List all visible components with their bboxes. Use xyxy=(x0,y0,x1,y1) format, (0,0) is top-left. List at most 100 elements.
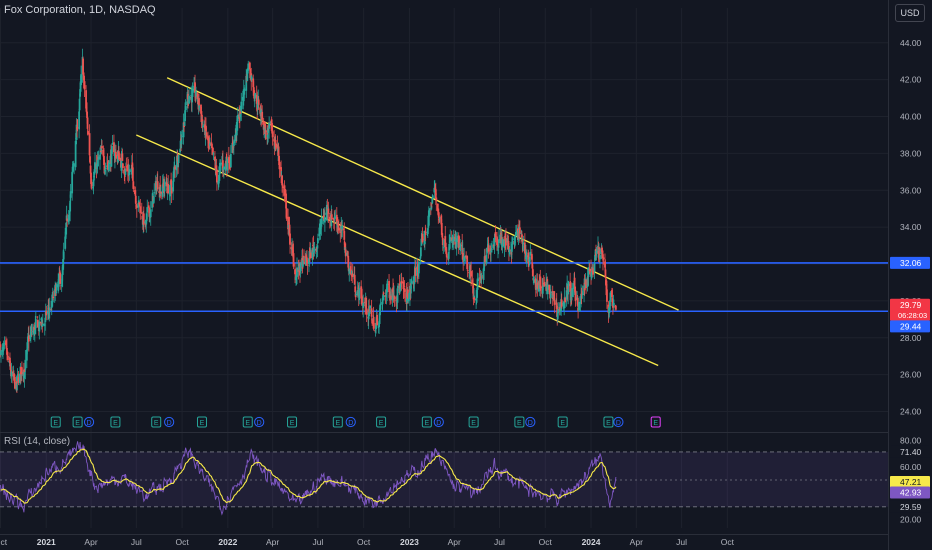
candle xyxy=(156,171,159,192)
earnings-marker[interactable]: E xyxy=(110,416,121,428)
earnings-marker[interactable]: E xyxy=(603,416,614,428)
rsi-upper-band-badge xyxy=(890,445,930,458)
candle xyxy=(306,250,308,264)
earnings-marker[interactable]: E xyxy=(196,416,207,428)
candle-body xyxy=(433,188,436,193)
earnings-marker[interactable]: E xyxy=(421,416,432,428)
candle-body xyxy=(341,225,344,230)
candle xyxy=(473,288,476,298)
candle-body xyxy=(403,286,406,288)
candle xyxy=(409,278,411,307)
candle-body xyxy=(498,239,500,244)
candle-body xyxy=(576,297,579,306)
candle-body xyxy=(298,263,301,267)
candle xyxy=(128,164,131,181)
earnings-marker[interactable]: E xyxy=(50,416,61,428)
earnings-marker[interactable]: E xyxy=(151,416,162,428)
earnings-marker[interactable]: E xyxy=(242,416,253,428)
candle xyxy=(433,180,436,199)
candle xyxy=(253,87,256,102)
candle xyxy=(189,96,192,101)
event-marker-label: E xyxy=(517,420,522,427)
candle-body xyxy=(267,127,270,133)
candle-body xyxy=(219,162,222,166)
candle xyxy=(354,290,357,301)
candle-body xyxy=(31,331,34,333)
rsi-indicator-title[interactable]: RSI (14, close) xyxy=(4,436,71,447)
candle xyxy=(137,195,140,208)
candle-body xyxy=(184,110,186,121)
dividend-marker[interactable]: D xyxy=(254,416,265,428)
dividend-marker[interactable]: D xyxy=(433,416,444,428)
earnings-marker[interactable]: E xyxy=(468,416,479,428)
candle-body xyxy=(302,260,304,267)
candle-body xyxy=(283,185,286,196)
dividend-marker[interactable]: D xyxy=(525,416,536,428)
candle xyxy=(435,193,438,211)
earnings-marker[interactable]: E xyxy=(332,416,343,428)
candle-body xyxy=(264,128,267,133)
candle xyxy=(10,362,13,383)
candle xyxy=(586,267,589,292)
earnings-marker[interactable]: E xyxy=(650,416,661,428)
candle-body xyxy=(274,140,277,147)
dividend-marker[interactable]: D xyxy=(613,416,624,428)
candle xyxy=(241,90,244,109)
candle xyxy=(92,171,95,195)
candle-body xyxy=(384,295,387,297)
dividend-marker[interactable]: D xyxy=(164,416,175,428)
candle xyxy=(2,340,5,355)
candle-body xyxy=(55,284,58,291)
earnings-marker[interactable]: E xyxy=(376,416,387,428)
candle-body xyxy=(398,283,401,294)
candle xyxy=(333,210,336,231)
candle xyxy=(466,262,469,278)
candle xyxy=(69,194,72,222)
candle-body xyxy=(355,293,358,295)
candle-body xyxy=(89,165,92,174)
candle-body xyxy=(332,218,335,220)
candle xyxy=(68,216,71,225)
candle-body xyxy=(527,260,530,264)
earnings-marker[interactable]: E xyxy=(514,416,525,428)
candle-body xyxy=(83,81,86,90)
candle xyxy=(496,231,498,251)
candle-body xyxy=(65,215,68,221)
candle xyxy=(316,242,319,258)
earnings-marker[interactable]: E xyxy=(287,416,298,428)
candle xyxy=(214,151,216,164)
candle-body xyxy=(243,87,246,89)
candle-body xyxy=(200,111,203,123)
candle-body xyxy=(64,236,67,249)
candle-body xyxy=(440,222,443,235)
candle-body xyxy=(86,111,88,119)
candle xyxy=(23,368,26,388)
candle-body xyxy=(216,169,218,183)
candle-body xyxy=(339,227,342,233)
price-tick-label: 26.00 xyxy=(900,370,922,380)
candle-body xyxy=(319,226,322,229)
candle-body xyxy=(285,193,287,209)
dividend-marker[interactable]: D xyxy=(345,416,356,428)
candle xyxy=(135,203,138,218)
candle-body xyxy=(551,290,554,300)
dividend-marker[interactable]: D xyxy=(83,416,95,428)
candle xyxy=(264,121,267,140)
candle-body xyxy=(131,162,134,170)
candle-body xyxy=(176,156,179,168)
candle-body xyxy=(297,267,300,272)
candle-body xyxy=(214,162,217,170)
candle xyxy=(407,292,410,304)
candle-body xyxy=(236,115,239,122)
earnings-marker[interactable]: E xyxy=(72,416,83,428)
candle-body xyxy=(336,223,339,225)
candle-body xyxy=(378,313,381,323)
candle-body xyxy=(144,221,147,224)
earnings-marker[interactable]: E xyxy=(557,416,568,428)
candle-body xyxy=(238,116,241,120)
candle xyxy=(191,82,194,103)
currency-button[interactable]: USD xyxy=(895,4,925,22)
candle-body xyxy=(530,253,533,260)
candle xyxy=(576,294,579,308)
